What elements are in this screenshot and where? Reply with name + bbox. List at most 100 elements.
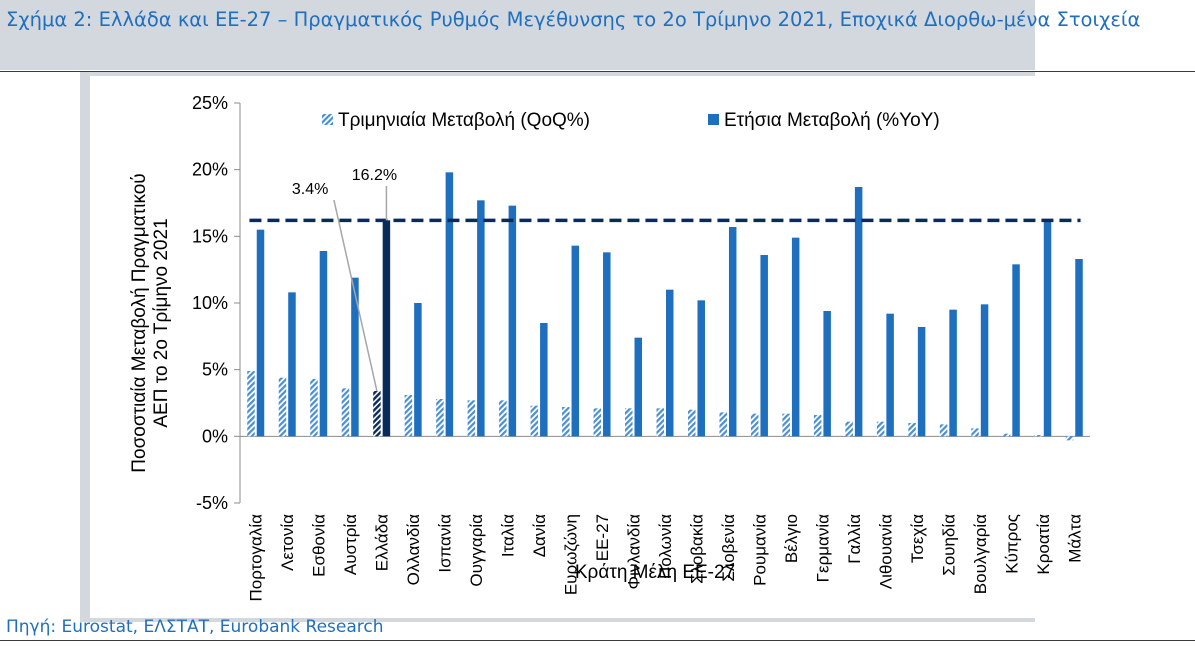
qoq-bar [562, 407, 570, 437]
data-label: 16.2% [352, 167, 397, 184]
legend-label-yoy: Ετήσια Μεταβολή (%YoY) [724, 110, 940, 131]
yoy-bar [917, 327, 926, 437]
x-axis-title: Κράτη Μέλη ΕΕ-27 [575, 562, 735, 583]
qoq-bar [310, 379, 318, 437]
x-tick-label: Ισπανία [436, 514, 455, 573]
qoq-bar [341, 388, 350, 437]
x-tick-label: Πολωνία [656, 514, 675, 579]
qoq-bar [467, 400, 476, 437]
x-tick-label: Ελλάδα [373, 514, 392, 571]
y-tick-label: 15% [192, 226, 228, 246]
qoq-bar [404, 395, 413, 437]
qoq-bar [1002, 433, 1011, 437]
x-tick-label: Ιταλία [499, 514, 518, 557]
x-tick-label: Σουηδία [939, 514, 958, 576]
x-tick-label: Κροατία [1034, 514, 1053, 575]
source-note: Πηγή: Eurostat, ΕΛΣΤΑΤ, Eurobank Researc… [6, 617, 384, 637]
qoq-bar [719, 412, 727, 437]
y-tick-label: 0% [202, 426, 228, 446]
yoy-bar [508, 205, 517, 437]
legend-label-qoq: Τριμηνιαία Μεταβολή (QoQ%) [338, 110, 590, 131]
x-tick-label: Τσεχία [908, 514, 927, 563]
qoq-bar [373, 391, 381, 437]
chart-card: -5% 0% 5% 10% 15% 20% 25% 3.4% 16.2% Πορτογαλία… [90, 76, 1105, 618]
qoq-bar [499, 400, 507, 437]
qoq-bar [625, 408, 633, 437]
qoq-bar [1034, 435, 1042, 437]
qoq-bar [436, 399, 444, 437]
qoq-bar [845, 421, 853, 437]
yoy-bar [414, 303, 422, 437]
x-tick-label: Σλοβενία [719, 514, 738, 582]
x-tick-label: Λιθουανία [876, 514, 895, 589]
yoy-bar [319, 251, 328, 437]
yoy-bar [886, 313, 894, 437]
annotation-leader [333, 199, 378, 392]
x-tick-label: Σλοβακία [687, 514, 706, 584]
qoq-bar [1065, 436, 1074, 441]
qoq-bar [530, 405, 539, 437]
legend-swatch-yoy [708, 114, 719, 125]
yoy-bar [949, 309, 957, 437]
y-tick-label: -5% [196, 493, 228, 513]
yoy-bar [288, 292, 296, 437]
x-tick-label: Εσθονία [310, 514, 329, 577]
y-tick-label: 20% [192, 160, 228, 180]
x-tick-label: Δανία [530, 514, 549, 557]
qoq-bar [908, 423, 916, 437]
y-tick-label: 25% [192, 93, 228, 113]
title-band [0, 0, 1035, 70]
qoq-bar [876, 421, 885, 437]
yoy-bar [445, 172, 454, 437]
qoq-bar [750, 413, 759, 437]
x-tick-label: Γερμανία [813, 514, 832, 583]
qoq-bar [782, 413, 790, 437]
x-tick-label: Γαλλία [845, 514, 864, 564]
x-tick-label: Κύπρος [1002, 514, 1021, 574]
bottom-divider [0, 640, 1195, 641]
yoy-bar [666, 289, 674, 437]
qoq-bar [656, 408, 664, 437]
qoq-bar [813, 415, 822, 437]
yoy-bar [1075, 259, 1083, 437]
yoy-bar [697, 300, 705, 437]
top-divider [0, 71, 1195, 72]
x-tick-label: Φινλανδία [625, 514, 644, 590]
yoy-bar [634, 337, 643, 437]
yoy-bar [571, 245, 580, 437]
x-tick-label: Βουλγαρία [971, 514, 990, 594]
x-tick-label: Ρουμανία [750, 514, 769, 586]
data-label: 3.4% [292, 181, 328, 198]
y-axis-title: Ποσοστιαία Μεταβολή ΠραγματικούΑΕΠ το 2ο… [129, 173, 172, 472]
yoy-bar [1043, 219, 1052, 437]
yoy-bar [477, 200, 485, 437]
x-tick-label: Ουγγαρία [467, 514, 486, 587]
qoq-bar [971, 428, 979, 437]
y-tick-label: 5% [202, 360, 228, 380]
legend-swatch-qoq [322, 114, 333, 125]
yoy-bar [823, 311, 831, 437]
x-tick-label: Βέλγιο [782, 514, 801, 563]
yoy-bar [791, 237, 800, 437]
y-tick-label: 10% [192, 293, 228, 313]
x-tick-label: ΕΕ-27 [593, 514, 612, 561]
x-tick-label: Λετονία [278, 514, 297, 571]
x-tick-label: Ευρωζώνη [562, 514, 581, 595]
yoy-bar [540, 323, 548, 437]
yoy-bar [382, 220, 391, 437]
qoq-bar [247, 371, 255, 437]
yoy-bar [980, 304, 989, 437]
yoy-bar [760, 255, 768, 437]
qoq-bar [939, 424, 948, 437]
x-tick-label: Μάλτα [1065, 514, 1084, 563]
yoy-bar [854, 187, 863, 437]
x-tick-label: Αυστρία [341, 514, 360, 575]
yoy-bar [728, 227, 737, 437]
yoy-bar [1012, 264, 1020, 437]
chart-title: Σχήμα 2: Ελλάδα και ΕΕ-27 – Πραγματικός … [6, 8, 1141, 31]
qoq-bar [278, 377, 287, 437]
yoy-bar [256, 229, 265, 437]
x-tick-label: Πορτογαλία [247, 514, 266, 602]
qoq-bar [593, 408, 602, 437]
yoy-bar [351, 277, 359, 437]
